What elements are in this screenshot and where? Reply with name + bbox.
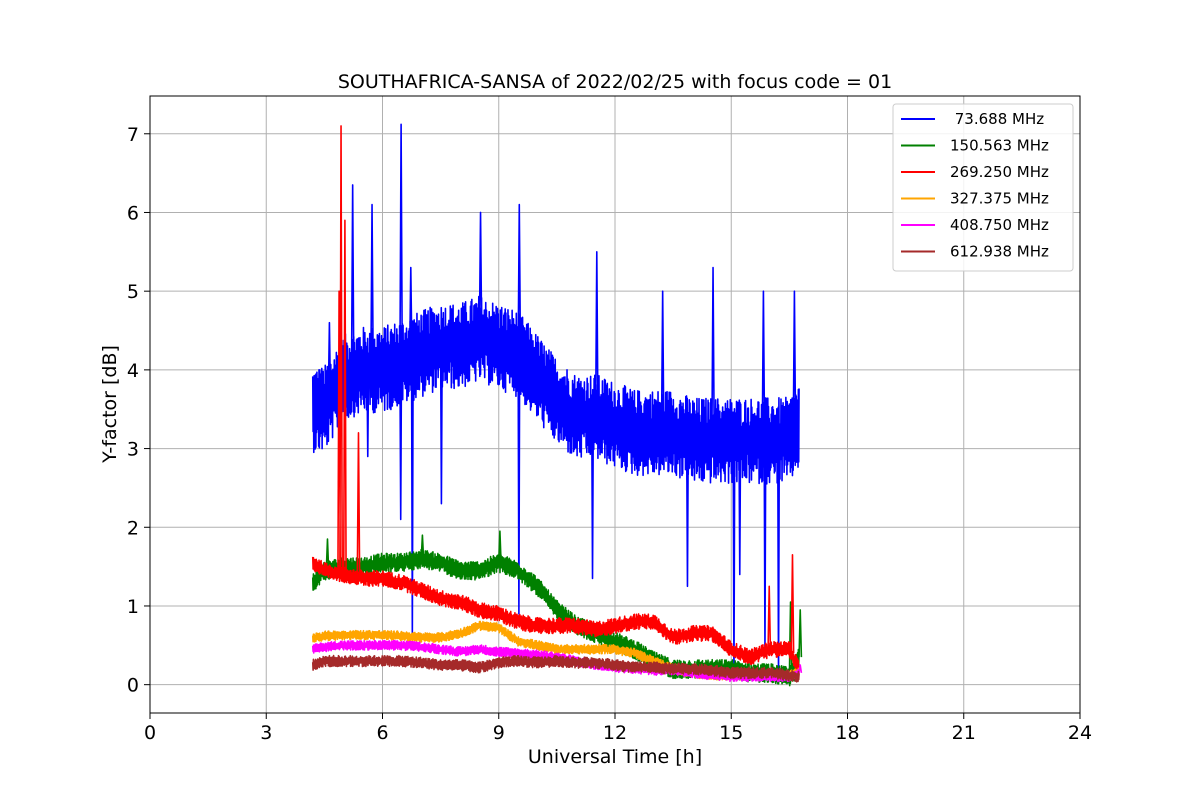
legend-label: 327.375 MHz — [950, 190, 1049, 208]
series-line-6 — [311, 654, 800, 683]
y-tick-label: 1 — [127, 596, 139, 618]
legend-box — [892, 103, 1074, 272]
series-line-2 — [311, 530, 803, 687]
chart-title: SOUTHAFRICA-SANSA of 2022/02/25 with foc… — [338, 71, 892, 93]
legend-label: 150.563 MHz — [950, 137, 1049, 155]
x-tick-label: 24 — [1068, 722, 1092, 744]
x-tick-label: 3 — [260, 722, 272, 744]
x-tick-label: 18 — [835, 722, 859, 744]
y-axis-label: Y-factor [dB] — [99, 345, 121, 464]
x-axis-label: Universal Time [h] — [528, 746, 702, 768]
y-tick-label: 6 — [127, 202, 139, 224]
y-tick-label: 4 — [127, 360, 139, 382]
x-tick-label: 0 — [144, 722, 156, 744]
series-line-3 — [311, 125, 800, 675]
legend-label: 408.750 MHz — [950, 216, 1049, 234]
legend: 73.688 MHz 150.563 MHz 269.250 MHz 327.375 … — [892, 103, 1074, 272]
legend-label: 73.688 MHz — [950, 110, 1044, 128]
x-tick-label: 21 — [952, 722, 976, 744]
x-tick-label: 9 — [493, 722, 505, 744]
legend-label: 269.250 MHz — [950, 163, 1049, 181]
y-tick-label: 5 — [127, 281, 139, 303]
y-tick-label: 2 — [127, 517, 139, 539]
x-tick-label: 12 — [603, 722, 627, 744]
y-tick-label: 7 — [127, 124, 139, 146]
series-line-5 — [311, 639, 803, 683]
x-tick-label: 15 — [719, 722, 743, 744]
series-layer — [311, 123, 803, 687]
y-tick-label: 3 — [127, 439, 139, 461]
x-tick-label: 6 — [376, 722, 388, 744]
y-tick-label: 0 — [127, 675, 139, 697]
legend-label: 612.938 MHz — [950, 243, 1049, 261]
